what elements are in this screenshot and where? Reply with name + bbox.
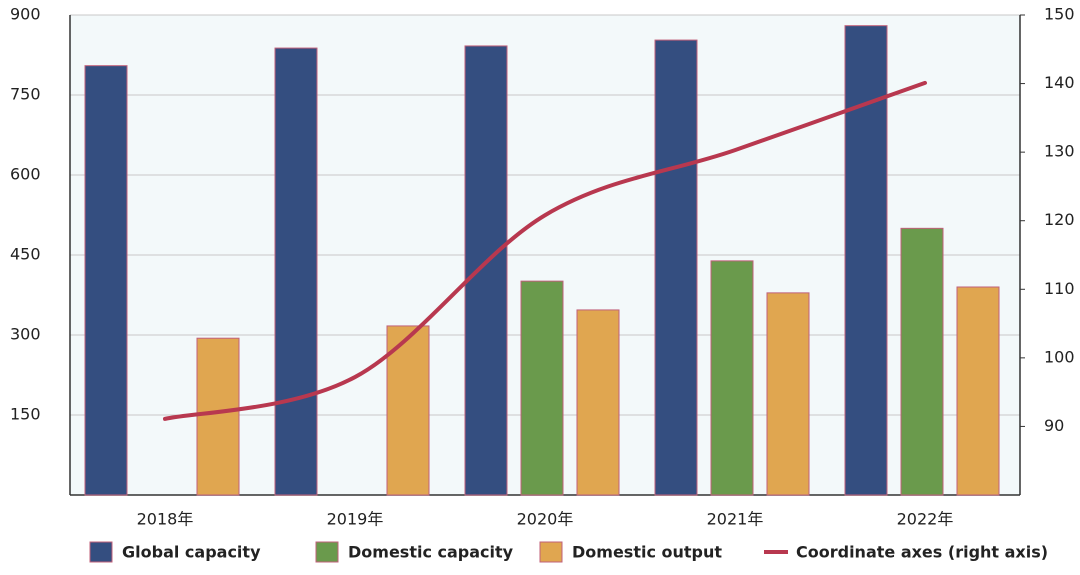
bar	[196, 337, 240, 496]
bar	[766, 292, 810, 496]
legend-label: Domestic output	[572, 543, 722, 562]
bar	[844, 25, 888, 496]
bar	[386, 325, 430, 496]
y-tick-label: 600	[10, 165, 41, 184]
x-tick-label: 2020年	[517, 510, 574, 529]
legend-swatch	[89, 541, 113, 563]
bar	[274, 47, 318, 496]
x-tick-label: 2018年	[137, 510, 194, 529]
bar	[576, 309, 620, 496]
legend-swatch	[315, 541, 339, 563]
y2-tick-label: 120	[1044, 210, 1075, 229]
bar	[900, 227, 944, 496]
bar	[654, 39, 698, 496]
legend-label: Domestic capacity	[348, 543, 514, 562]
y-tick-label: 450	[10, 245, 41, 264]
y-tick-label: 300	[10, 325, 41, 344]
legend-label: Coordinate axes (right axis)	[796, 543, 1048, 562]
bar	[84, 65, 128, 496]
y2-tick-label: 150	[1044, 5, 1075, 24]
y-tick-label: 900	[10, 5, 41, 24]
x-tick-label: 2019年	[327, 510, 384, 529]
y-tick-label: 750	[10, 85, 41, 104]
y2-tick-label: 140	[1044, 73, 1075, 92]
bar	[520, 280, 564, 496]
y2-tick-label: 100	[1044, 347, 1075, 366]
x-tick-label: 2021年	[707, 510, 764, 529]
y2-tick-label: 110	[1044, 279, 1075, 298]
bar	[710, 260, 754, 496]
y2-tick-label: 130	[1044, 142, 1075, 161]
y-tick-label: 150	[10, 405, 41, 424]
x-tick-label: 2022年	[897, 510, 954, 529]
bar	[464, 45, 508, 496]
line	[163, 80, 927, 421]
legend-label: Global capacity	[122, 543, 261, 562]
legend-swatch	[539, 541, 563, 563]
y2-tick-label: 90	[1044, 416, 1064, 435]
bar	[956, 286, 1000, 496]
